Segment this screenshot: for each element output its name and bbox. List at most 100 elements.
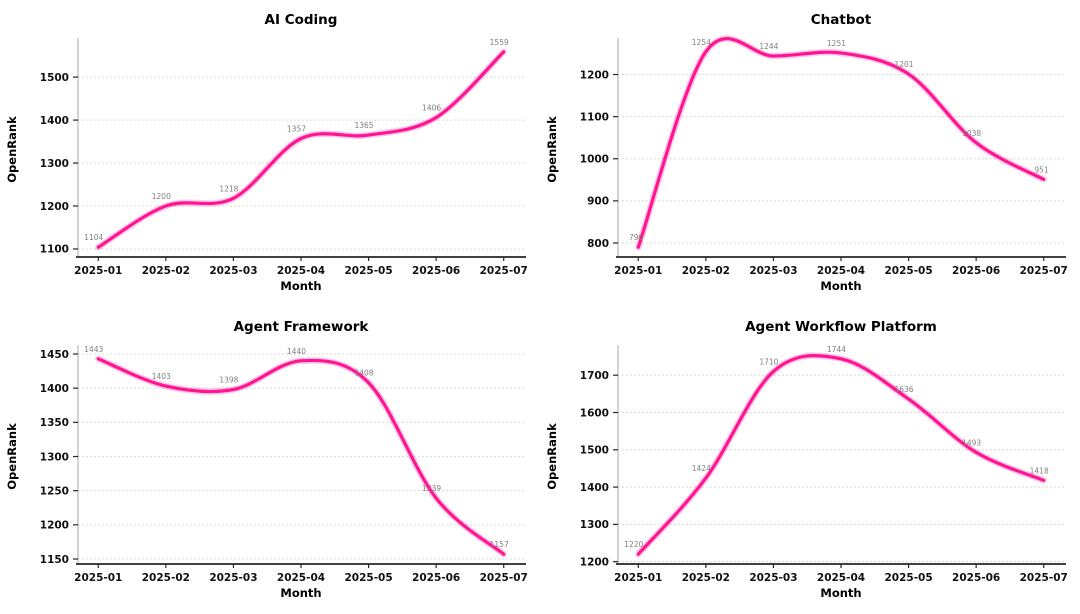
data-point-label: 1357 [287, 125, 306, 134]
chart-canvas: 800 900 1000 1100 1200 2025-01 2025-02 2025-03 2… [545, 12, 1068, 293]
chart-title: AI Coding [265, 12, 338, 28]
y-tick-label: 1400 [580, 482, 609, 494]
x-tick-label: 2025-05 [884, 572, 932, 584]
y-tick-label: 1350 [40, 417, 69, 429]
y-tick-label: 1300 [40, 158, 69, 170]
y-tick-label: 1200 [580, 556, 609, 568]
line-series [636, 354, 1046, 556]
data-point-label: 1220 [624, 540, 643, 549]
x-tick-label: 2025-02 [682, 572, 730, 584]
x-tick-label: 2025-03 [209, 265, 257, 277]
y-tick-label: 1400 [40, 383, 69, 395]
data-point-label: 1493 [962, 438, 981, 447]
chart-title: Chatbot [811, 12, 872, 28]
line-chart-svg: 800 900 1000 1100 1200 2025-01 2025-02 2025-03 2… [540, 0, 1080, 307]
line-chart-svg: 1200 1300 1400 1500 1600 1700 2025-01 2025-02 20… [540, 307, 1080, 614]
data-point-label: 1440 [287, 347, 306, 356]
x-tick-label: 2025-03 [749, 572, 797, 584]
y-tick-label: 1000 [580, 154, 609, 166]
chart-agent-workflow-platform: 1200 1300 1400 1500 1600 1700 2025-01 2025-02 20… [540, 307, 1080, 614]
data-point-label: 951 [1034, 165, 1049, 174]
y-axis-title: OpenRank [545, 423, 559, 490]
x-tick-label: 2025-06 [952, 572, 1000, 584]
chart-ai-coding: 1100 1200 1300 1400 1500 2025-01 2025-02 2025-0… [0, 0, 540, 307]
x-tick-label: 2025-06 [412, 572, 460, 584]
x-tick-label: 2025-07 [1020, 572, 1068, 584]
data-point-label: 1398 [219, 376, 238, 385]
data-point-label: 1254 [692, 38, 711, 47]
y-tick-label: 1450 [40, 349, 69, 361]
x-tick-label: 2025-01 [74, 265, 122, 277]
data-point-label: 1403 [152, 372, 171, 381]
x-tick-label: 2025-06 [952, 265, 1000, 277]
line-series [96, 50, 506, 249]
x-tick-label: 2025-04 [817, 572, 865, 584]
data-point-label: 1201 [894, 60, 913, 69]
x-tick-label: 2025-03 [749, 265, 797, 277]
y-tick-label: 1250 [40, 485, 69, 497]
chart-agent-framework: 1150 1200 1250 1300 1350 1400 1450 2025-01 2025-… [0, 307, 540, 614]
y-tick-label: 1150 [40, 554, 69, 566]
data-point-label: 790 [629, 233, 644, 242]
x-tick-label: 2025-02 [142, 265, 190, 277]
chart-canvas: 1150 1200 1250 1300 1350 1400 1450 2025-01 2025-… [5, 319, 528, 600]
chart-chatbot: 800 900 1000 1100 1200 2025-01 2025-02 2025-03 2… [540, 0, 1080, 307]
x-axis-title: Month [280, 586, 321, 600]
data-point-label: 1418 [1030, 466, 1049, 475]
data-point-label: 1038 [962, 129, 981, 138]
y-tick-label: 1200 [40, 201, 69, 213]
x-tick-label: 2025-04 [277, 572, 325, 584]
line-chart-svg: 1100 1200 1300 1400 1500 2025-01 2025-02 2025-0… [0, 0, 540, 307]
line-chart-svg: 1150 1200 1250 1300 1350 1400 1450 2025-01 2025-… [0, 307, 540, 614]
y-tick-label: 900 [587, 196, 609, 208]
data-point-label: 1406 [422, 103, 441, 112]
data-point-label: 1559 [490, 38, 509, 47]
y-tick-label: 1500 [40, 72, 69, 84]
x-tick-label: 2025-05 [344, 572, 392, 584]
line-series [96, 357, 506, 556]
x-axis-title: Month [820, 586, 861, 600]
data-point-label: 1200 [152, 192, 171, 201]
x-tick-label: 2025-05 [884, 265, 932, 277]
y-axis-title: OpenRank [545, 116, 559, 183]
x-tick-label: 2025-07 [1020, 265, 1068, 277]
data-point-label: 1239 [422, 484, 441, 493]
y-tick-label: 800 [587, 238, 609, 250]
y-tick-label: 1100 [580, 111, 609, 123]
data-point-label: 1104 [84, 233, 103, 242]
y-axis-title: OpenRank [5, 116, 19, 183]
x-tick-label: 2025-01 [614, 265, 662, 277]
y-tick-label: 1200 [40, 520, 69, 532]
x-tick-label: 2025-04 [817, 265, 865, 277]
data-point-label: 1744 [827, 345, 846, 354]
y-tick-label: 1200 [580, 69, 609, 81]
data-point-label: 1218 [219, 184, 238, 193]
x-tick-label: 2025-01 [74, 572, 122, 584]
y-tick-label: 1600 [580, 407, 609, 419]
data-point-label: 1443 [84, 345, 103, 354]
line-series [636, 37, 1046, 249]
x-tick-label: 2025-01 [614, 572, 662, 584]
data-point-label: 1710 [759, 357, 778, 366]
x-tick-label: 2025-02 [682, 265, 730, 277]
x-tick-label: 2025-06 [412, 265, 460, 277]
y-tick-label: 1300 [580, 519, 609, 531]
y-tick-label: 1300 [40, 451, 69, 463]
x-tick-label: 2025-03 [209, 572, 257, 584]
line-glow [635, 35, 1047, 251]
y-axis-title: OpenRank [5, 423, 19, 490]
x-tick-label: 2025-07 [480, 265, 528, 277]
data-point-label: 1157 [490, 540, 509, 549]
chart-title: Agent Workflow Platform [745, 319, 937, 335]
y-tick-label: 1500 [580, 445, 609, 457]
chart-canvas: 1200 1300 1400 1500 1600 1700 2025-01 2025-02 20… [545, 319, 1068, 600]
line-glow [95, 48, 507, 251]
y-tick-label: 1100 [40, 244, 69, 256]
chart-title: Agent Framework [234, 319, 370, 335]
y-tick-label: 1400 [40, 115, 69, 127]
data-point-label: 1408 [354, 369, 373, 378]
x-tick-label: 2025-02 [142, 572, 190, 584]
data-point-label: 1636 [894, 385, 913, 394]
x-tick-label: 2025-05 [344, 265, 392, 277]
